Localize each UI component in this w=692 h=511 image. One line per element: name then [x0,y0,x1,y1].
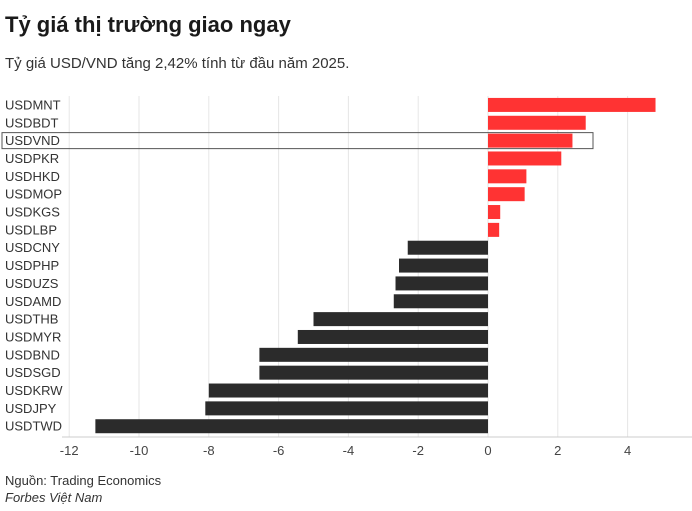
category-label: USDTWD [5,419,62,434]
x-tick-label: 4 [624,443,631,458]
bar-usdthb [313,312,488,327]
category-labels: USDMNT USDBDT USDVND USDPKR USDHKD USDMOP USDK… [5,97,63,433]
category-label: USDMOP [5,187,62,202]
x-tick-label: -4 [343,443,355,458]
x-tick-label: 0 [484,443,491,458]
category-label: USDMYR [5,329,61,344]
bar-chart: USDMNT USDBDT USDVND USDPKR USDHKD USDMOP USDK… [1,96,692,458]
bar-usdmyr [297,329,488,344]
bar-usdmnt [488,97,656,112]
bar-usdjpy [205,401,488,416]
bars [1,97,656,434]
x-tick-label: 2 [554,443,561,458]
bar-usdsgd [259,365,488,380]
bar-usdhkd [488,169,527,184]
x-tick-label: -6 [273,443,285,458]
bar-usdmop [488,187,525,202]
x-tick-label: -12 [60,443,79,458]
source-note: Nguồn: Trading Economics [5,473,162,488]
x-tick-label: -10 [130,443,149,458]
category-label: USDVND [5,133,60,148]
highlight-box [1,132,594,150]
category-label: USDMNT [5,97,61,112]
chart-subtitle: Tỷ giá USD/VND tăng 2,42% tính từ đầu nă… [5,55,350,72]
category-label: USDSGD [5,365,61,380]
category-label: USDHKD [5,169,60,184]
bar-usdvnd [488,133,573,148]
category-label: USDKRW [5,383,63,398]
x-tick-label: -8 [203,443,215,458]
category-label: USDPHP [5,258,59,273]
category-label: USDTHB [5,312,58,327]
category-label: USDPKR [5,151,59,166]
category-label: USDKGS [5,205,60,220]
bar-usdkgs [488,205,501,220]
x-tick-label: -2 [412,443,424,458]
chart-title: Tỷ giá thị trường giao ngay [5,12,291,37]
category-label: USDBDT [5,115,59,130]
category-label: USDUZS [5,276,59,291]
bar-usdbnd [259,347,488,362]
category-label: USDAMD [5,294,61,309]
bar-usdpkr [488,151,562,166]
category-label: USDBND [5,347,60,362]
bar-usdcny [407,240,488,255]
category-label: USDJPY [5,401,57,416]
bar-usdamd [393,294,488,309]
bar-usdphp [399,258,488,273]
category-label: USDCNY [5,240,60,255]
category-label: USDLBP [5,222,57,237]
bar-usdkrw [208,383,489,398]
brand-label: Forbes Việt Nam [5,490,103,505]
bar-usdbdt [488,115,586,130]
bar-usdtwd [95,419,488,434]
bar-usduzs [395,276,488,291]
x-axis-ticks: -12 -10 -8 -6 -4 -2 0 2 4 [60,443,631,458]
bar-usdlbp [488,222,500,237]
